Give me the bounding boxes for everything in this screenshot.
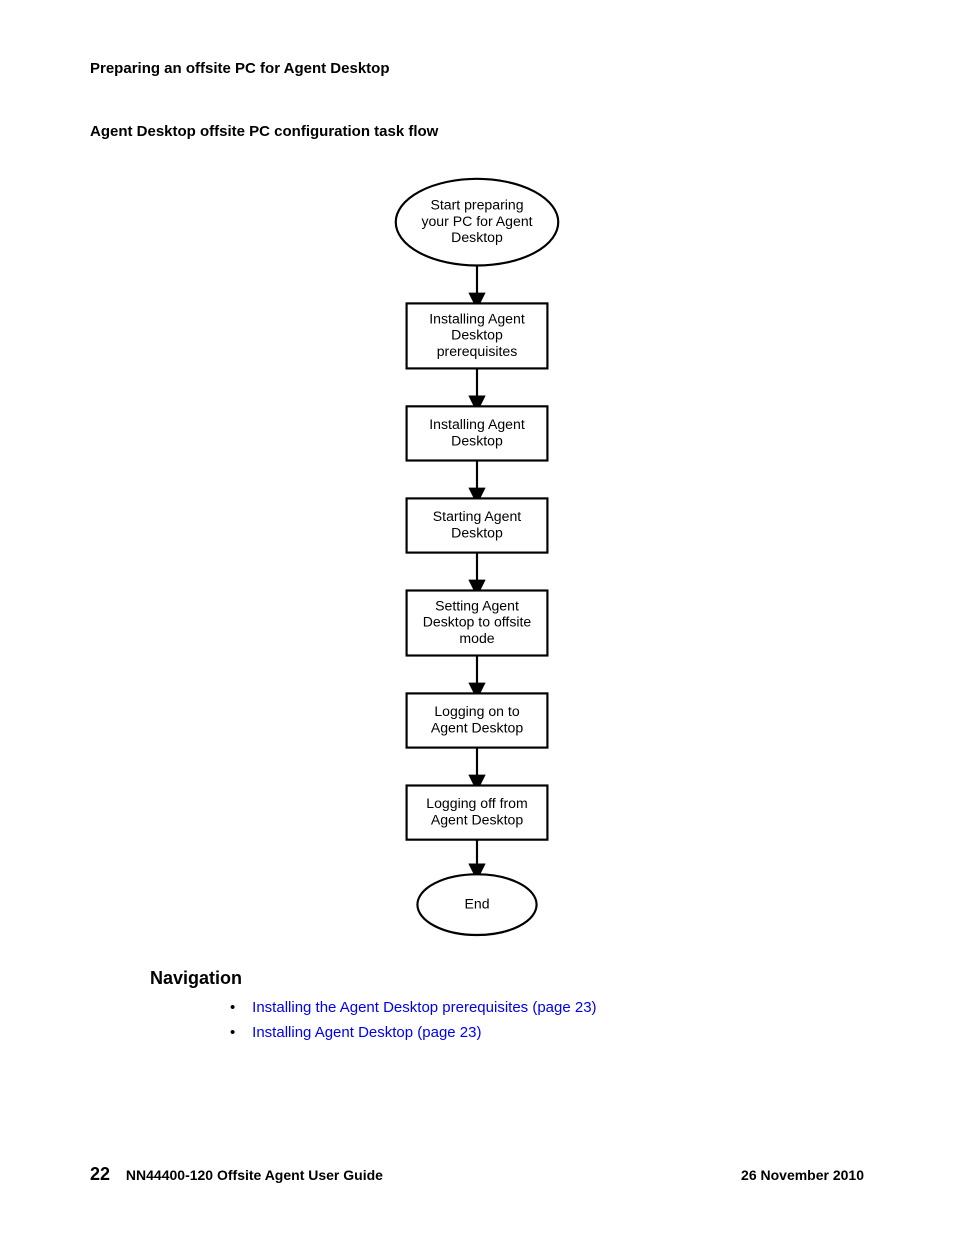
flowchart-node-label: Setting Agent <box>435 597 519 613</box>
flowchart-node-label: Desktop to offsite <box>423 614 532 630</box>
flowchart-node-label: Starting Agent <box>433 508 522 524</box>
flowchart-node-label: Agent Desktop <box>431 719 524 735</box>
navigation-link[interactable]: Installing the Agent Desktop prerequisit… <box>252 999 596 1016</box>
flowchart-node-label: Installing Agent <box>429 416 525 432</box>
flowchart-node-label: your PC for Agent <box>421 213 532 229</box>
flowchart-node-label: prerequisites <box>437 343 518 359</box>
page-header-title: Preparing an offsite PC for Agent Deskto… <box>90 60 864 77</box>
navigation-link[interactable]: Installing Agent Desktop (page 23) <box>252 1024 481 1041</box>
document-page: Preparing an offsite PC for Agent Deskto… <box>0 0 954 1235</box>
flowchart-node-label: Logging on to <box>434 703 519 719</box>
footer-left: 22 NN44400-120 Offsite Agent User Guide <box>90 1164 383 1185</box>
flowchart-node-label: Desktop <box>451 229 503 245</box>
navigation-item: • Installing Agent Desktop (page 23) <box>230 1024 864 1041</box>
section-title: Agent Desktop offsite PC configuration t… <box>90 123 864 140</box>
flowchart: Start preparingyour PC for AgentDesktopI… <box>347 168 607 948</box>
navigation-heading: Navigation <box>150 968 864 989</box>
flowchart-node-label: Logging off from <box>426 795 527 811</box>
flowchart-node-label: mode <box>459 630 494 646</box>
footer-date: 26 November 2010 <box>741 1167 864 1183</box>
flowchart-node-label: Start preparing <box>430 197 523 213</box>
flowchart-node-label: Agent Desktop <box>431 811 524 827</box>
flowchart-node-label: Desktop <box>451 524 503 540</box>
navigation-list: • Installing the Agent Desktop prerequis… <box>230 999 864 1041</box>
flowchart-container: Start preparingyour PC for AgentDesktopI… <box>90 168 864 948</box>
bullet-icon: • <box>230 999 248 1016</box>
flowchart-node-label: Desktop <box>451 432 503 448</box>
footer-doc-title: NN44400-120 Offsite Agent User Guide <box>126 1167 383 1183</box>
flowchart-node-label: Installing Agent <box>429 310 525 326</box>
flowchart-node-label: End <box>464 895 489 911</box>
bullet-icon: • <box>230 1024 248 1041</box>
page-number: 22 <box>90 1164 110 1184</box>
flowchart-node-label: Desktop <box>451 327 503 343</box>
navigation-item: • Installing the Agent Desktop prerequis… <box>230 999 864 1016</box>
page-footer: 22 NN44400-120 Offsite Agent User Guide … <box>90 1164 864 1185</box>
